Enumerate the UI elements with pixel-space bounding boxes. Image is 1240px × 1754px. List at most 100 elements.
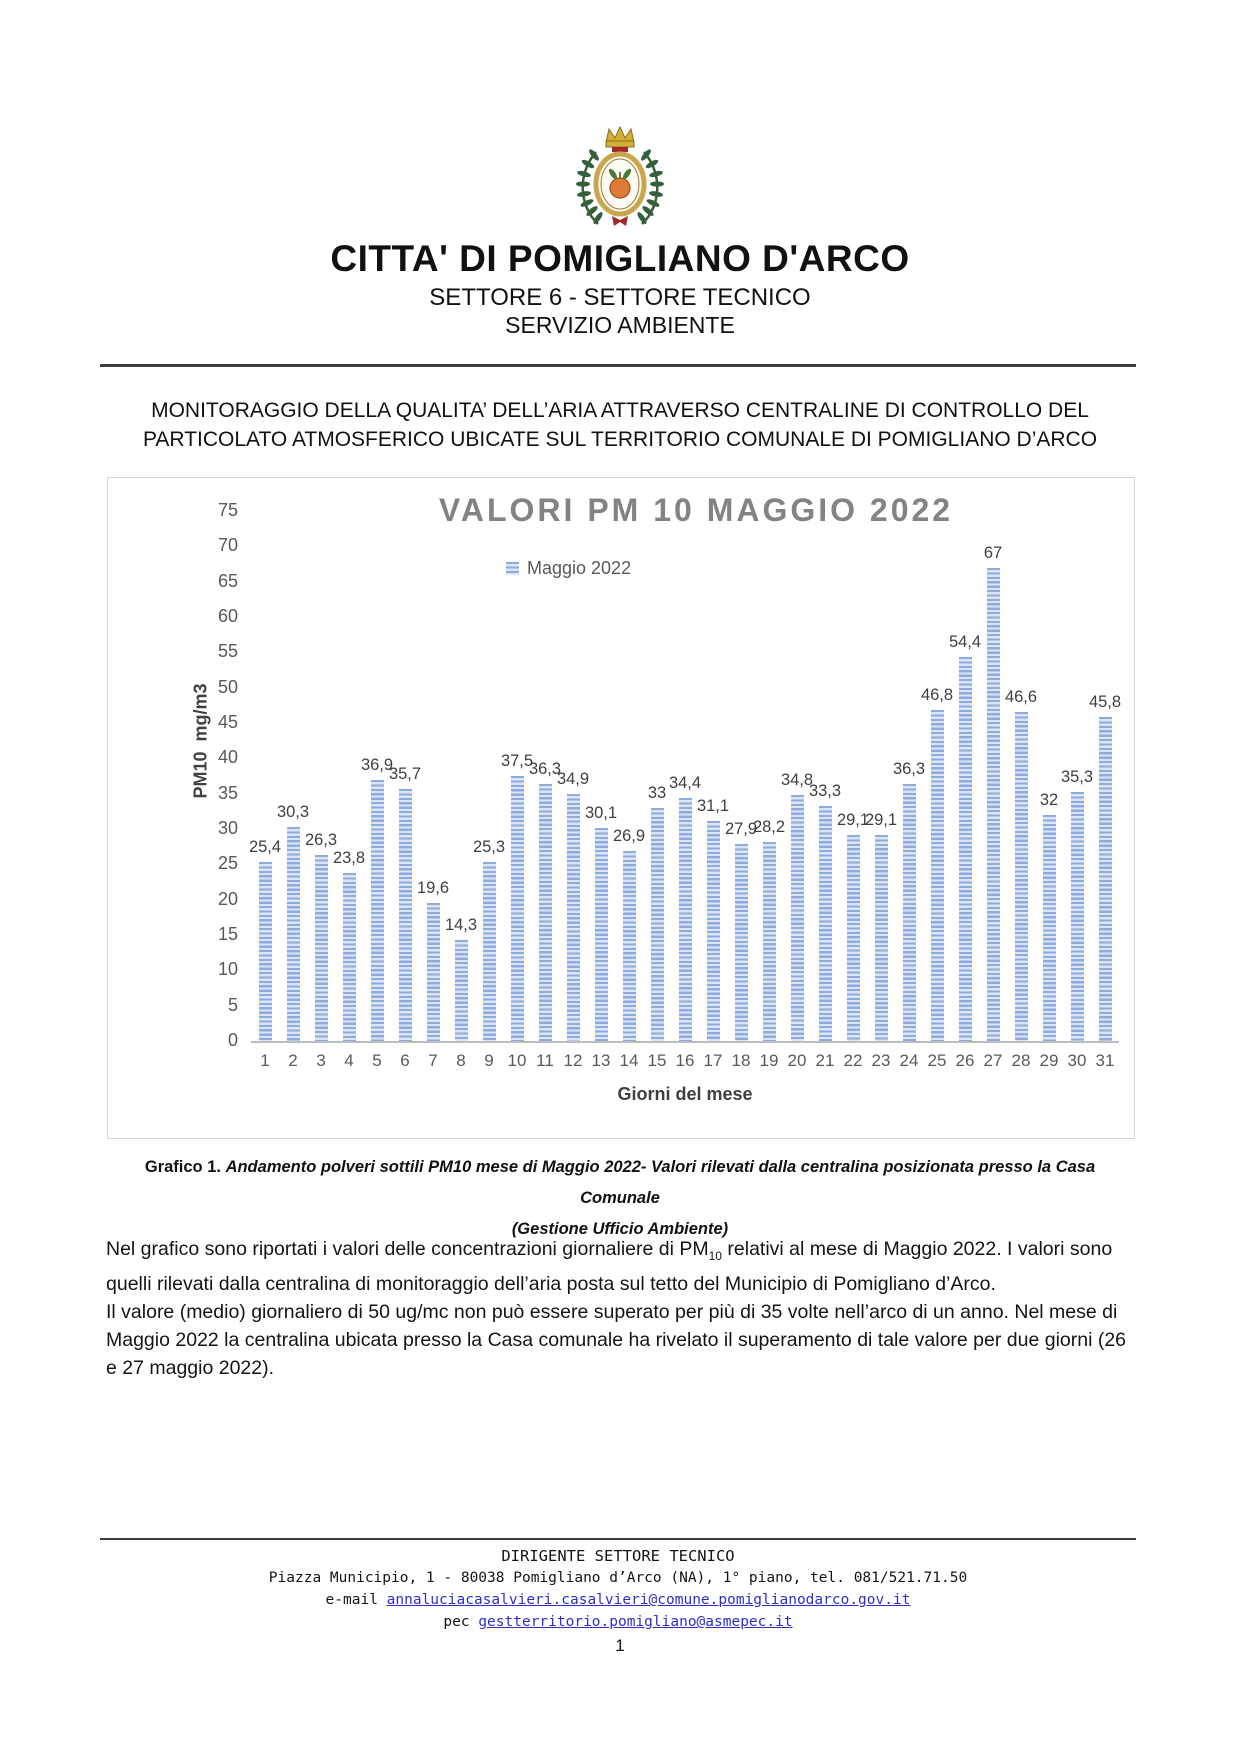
bar-slot: 36,3 xyxy=(893,511,925,1041)
bar-day-17 xyxy=(706,821,720,1041)
bar-value-label: 30,1 xyxy=(584,804,618,823)
bar-slot: 67 xyxy=(979,511,1007,1041)
bar-slot: 54,4 xyxy=(949,511,981,1041)
org-subtitle-settore: SETTORE 6 - SETTORE TECNICO xyxy=(429,284,811,311)
x-axis-title: Giorni del mese xyxy=(617,1084,753,1104)
bar-value-label: 30,3 xyxy=(276,802,310,821)
x-tick: 22 xyxy=(843,1051,863,1070)
bar-slot: 35,7 xyxy=(388,511,422,1041)
bar-slot: 34,8 xyxy=(780,511,814,1041)
bar-day-5 xyxy=(370,780,384,1041)
x-tick: 8 xyxy=(456,1051,466,1070)
x-tick: 9 xyxy=(484,1051,494,1070)
bar-day-4 xyxy=(342,872,356,1041)
bar-value-label: 28,2 xyxy=(752,817,786,836)
bar-slot: 33,3 xyxy=(809,511,841,1041)
plot-area: 25,4 30,3 26,3 23,8 36,9 35,7 19,6 14,3 25,3 37,5… xyxy=(249,511,1121,1043)
x-tick: 29 xyxy=(1039,1051,1059,1070)
y-tick: 65 xyxy=(217,570,238,591)
bar-slot: 30,1 xyxy=(584,511,618,1041)
y-tick: 15 xyxy=(217,924,238,944)
x-tick: 3 xyxy=(316,1051,326,1070)
y-tick: 25 xyxy=(217,853,238,874)
bar-value-label: 34,8 xyxy=(780,771,814,790)
x-tick: 14 xyxy=(619,1051,639,1070)
bar-day-29 xyxy=(1042,814,1056,1041)
footer-pec-line: pec gestterritorio.pomigliano@asmepec.it xyxy=(100,1611,1136,1633)
pec-link[interactable]: gestterritorio.pomigliano@asmepec.it xyxy=(478,1614,793,1630)
bar-slot: 29,1 xyxy=(865,511,897,1041)
bar-day-1 xyxy=(258,861,272,1041)
x-tick: 18 xyxy=(731,1051,751,1070)
paragraph-2: Il valore (medio) giornaliero di 50 ug/m… xyxy=(106,1300,1127,1379)
bar-value-label: 29,1 xyxy=(836,811,870,830)
bar-day-20 xyxy=(790,795,804,1041)
page-number: 1 xyxy=(615,1636,625,1655)
bar-slot: 45,8 xyxy=(1089,511,1121,1041)
bar-day-16 xyxy=(678,797,692,1041)
bar-value-label: 19,6 xyxy=(416,878,450,897)
bar-day-19 xyxy=(762,841,776,1041)
bar-day-9 xyxy=(482,862,496,1041)
bar-slot: 31,1 xyxy=(696,511,730,1041)
bar-day-30 xyxy=(1070,791,1084,1041)
y-tick: 10 xyxy=(217,959,238,980)
body-text: Nel grafico sono riportati i valori dell… xyxy=(106,1235,1138,1382)
x-axis-ticks: 1 2 3 4 5 6 7 8 9 10 11 12 13 14 15 16 17 18 19 20 21 22 23 24 2… xyxy=(251,1051,1119,1071)
bar-day-7 xyxy=(426,902,440,1041)
bar-slot: 23,8 xyxy=(333,511,365,1041)
bar-slot: 36,9 xyxy=(360,511,394,1041)
bar-day-26 xyxy=(958,656,972,1041)
bar-day-2 xyxy=(286,826,300,1041)
crest-logo xyxy=(560,122,680,245)
y-tick: 60 xyxy=(217,606,238,626)
pm10-chart: VALORI PM 10 MAGGIO 2022 Maggio 2022 PM1… xyxy=(107,477,1135,1139)
chart-legend: Maggio 2022 xyxy=(506,558,631,579)
x-tick: 17 xyxy=(703,1051,723,1070)
bar-slot: 34,4 xyxy=(668,511,702,1041)
email-link[interactable]: annaluciacasalvieri.casalvieri@comune.po… xyxy=(386,1592,911,1608)
bar-slot: 14,3 xyxy=(444,511,478,1041)
header-divider xyxy=(100,364,1136,367)
chart-title: VALORI PM 10 MAGGIO 2022 xyxy=(438,492,954,528)
bar-day-6 xyxy=(398,788,412,1041)
bar-value-label: 31,1 xyxy=(696,797,730,816)
p1-before: Nel grafico sono riportati i valori dell… xyxy=(106,1238,709,1260)
x-tick: 27 xyxy=(983,1051,1003,1070)
bar-value-label: 26,9 xyxy=(612,826,646,845)
bar-slot: 35,3 xyxy=(1061,511,1093,1041)
bar-value-label: 14,3 xyxy=(444,915,478,934)
bar-value-label: 34,4 xyxy=(668,773,702,792)
bar-day-3 xyxy=(314,855,328,1041)
bar-slot: 32 xyxy=(1035,511,1063,1041)
bar-value-label: 26,3 xyxy=(304,831,338,850)
bar-slot: 19,6 xyxy=(416,511,450,1041)
bar-value-label: 35,7 xyxy=(388,764,422,783)
bar-day-18 xyxy=(734,843,748,1041)
x-tick: 4 xyxy=(344,1051,354,1070)
bar-day-24 xyxy=(902,784,916,1041)
bar-value-label: 46,8 xyxy=(920,686,954,705)
chart-caption: Grafico 1. Andamento polveri sottili PM1… xyxy=(105,1152,1135,1245)
bar-day-11 xyxy=(538,784,552,1041)
bar-value-label: 36,9 xyxy=(360,756,394,775)
x-tick: 30 xyxy=(1067,1051,1087,1070)
bar-value-label: 32 xyxy=(1039,790,1059,809)
bar-day-31 xyxy=(1098,717,1112,1041)
y-tick: 20 xyxy=(217,888,238,909)
bar-day-22 xyxy=(846,835,860,1041)
bar-value-label: 34,9 xyxy=(556,770,590,789)
bar-value-label: 37,5 xyxy=(500,752,534,770)
y-axis-ticks: 75 70 65 60 55 50 45 40 35 30 25 20 15 10 5 0 xyxy=(108,478,246,1138)
bar-slot: 34,9 xyxy=(556,511,590,1041)
bar-day-25 xyxy=(930,710,944,1041)
x-tick: 11 xyxy=(536,1051,554,1070)
document-heading: MONITORAGGIO DELLA QUALITA’ DELL’ARIA AT… xyxy=(105,396,1135,454)
y-tick: 70 xyxy=(217,535,238,556)
x-tick: 5 xyxy=(372,1051,382,1070)
bar-value-label: 33 xyxy=(647,783,667,802)
y-tick: 35 xyxy=(217,782,238,803)
x-tick: 6 xyxy=(400,1051,410,1070)
x-tick: 13 xyxy=(591,1051,611,1070)
